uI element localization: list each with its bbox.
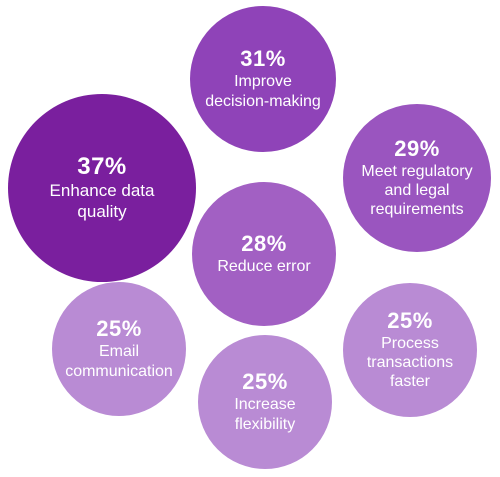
bubble-value: 37%	[77, 153, 127, 181]
bubble-value: 31%	[240, 46, 286, 72]
bubble-value: 28%	[241, 230, 287, 256]
bubble-label: Process transactions faster	[366, 334, 454, 391]
bubble-label: Improve decision-making	[205, 73, 321, 110]
bubble-value: 25%	[387, 307, 433, 333]
bubble-value: 25%	[96, 316, 142, 342]
bubble-increase-flexibility: 25% Increase flexibility	[198, 335, 332, 469]
bubble-improve-decision-making: 31% Improve decision-making	[190, 6, 336, 152]
bubble-label: Reduce error	[217, 257, 311, 275]
bubble-email-communication: 25% Email communication	[52, 282, 186, 416]
bubble-label: Increase flexibility	[234, 396, 296, 433]
bubble-enhance-data-quality: 37% Enhance data quality	[8, 94, 196, 282]
bubble-reduce-error: 28% Reduce error	[192, 182, 336, 326]
bubble-meet-regulatory-requirements: 29% Meet regulatory and legal requiremen…	[343, 104, 491, 252]
bubble-value: 29%	[394, 135, 440, 161]
bubble-value: 25%	[242, 369, 288, 395]
bubble-process-transactions-faster: 25% Process transactions faster	[343, 283, 477, 417]
bubble-label: Email communication	[65, 343, 173, 380]
bubble-label: Meet regulatory and legal requirements	[361, 162, 473, 219]
bubble-label: Enhance data quality	[49, 181, 155, 221]
